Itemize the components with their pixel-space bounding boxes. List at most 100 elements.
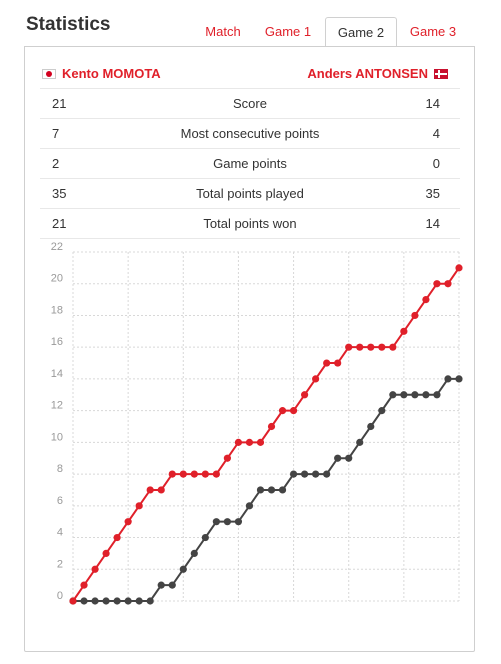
denmark-flag-icon [434, 68, 448, 79]
stat-label: Score [233, 96, 267, 111]
data-point [201, 470, 209, 478]
y-tick-label: 12 [51, 400, 63, 412]
data-point [157, 581, 165, 589]
data-point [135, 502, 143, 510]
data-point [201, 533, 209, 542]
stat-label: Total points played [196, 186, 304, 201]
data-point [345, 343, 353, 351]
stat-left-value: 35 [52, 186, 67, 201]
stat-row: 21 Score 14 [40, 88, 460, 118]
data-point [301, 391, 309, 399]
data-point [124, 518, 132, 526]
tab-match[interactable]: Match [205, 24, 241, 39]
data-point [80, 581, 88, 589]
data-point [455, 264, 463, 272]
data-point [378, 343, 386, 351]
data-point [168, 470, 176, 478]
data-point [389, 343, 397, 351]
y-tick-label: 4 [57, 527, 63, 539]
data-point [102, 597, 110, 605]
y-tick-label: 14 [51, 368, 63, 380]
data-point [334, 359, 342, 367]
data-point [256, 438, 265, 446]
y-tick-label: 18 [51, 304, 63, 316]
data-point [146, 486, 154, 494]
data-point [389, 391, 397, 399]
stat-right-value: 0 [432, 156, 440, 171]
data-point [157, 486, 165, 494]
tab-game-2[interactable]: Game 2 [325, 17, 397, 47]
data-point [234, 518, 243, 526]
data-point [411, 311, 419, 320]
data-point [289, 407, 298, 415]
data-point [278, 407, 287, 415]
stat-row: 2 Game points 0 [40, 148, 460, 178]
data-point [345, 454, 353, 462]
data-point [69, 597, 77, 605]
y-tick-label: 22 [51, 241, 63, 253]
data-point [245, 502, 254, 510]
data-point [422, 391, 430, 399]
japan-flag-icon [42, 68, 56, 79]
data-point [356, 438, 364, 446]
data-point [312, 470, 320, 478]
data-point [223, 518, 231, 526]
series-momota [69, 264, 463, 605]
series-line [73, 377, 459, 602]
data-point [146, 597, 154, 605]
player-left-name: Kento MOMOTA [62, 66, 161, 81]
data-point [179, 565, 187, 573]
y-tick-label: 6 [57, 495, 63, 507]
data-point [444, 280, 452, 288]
data-point [212, 518, 220, 526]
y-tick-label: 0 [57, 590, 63, 602]
data-point [411, 391, 419, 399]
players-header: Kento MOMOTA Anders ANTONSEN [40, 60, 460, 88]
data-point [113, 533, 121, 542]
series-line [72, 267, 460, 602]
data-point [400, 327, 408, 335]
data-point [422, 295, 430, 304]
data-point [433, 391, 441, 399]
data-point [91, 597, 99, 605]
data-point [400, 391, 408, 399]
data-point [367, 343, 375, 351]
data-point [278, 486, 287, 494]
data-point [323, 359, 331, 367]
data-point [289, 470, 298, 478]
tab-game-3[interactable]: Game 3 [409, 24, 457, 39]
data-point [323, 470, 331, 478]
data-point [91, 565, 99, 573]
data-point [190, 549, 198, 558]
stat-row: 21 Total points won 14 [40, 208, 460, 239]
stats-table: 21 Score 14 7 Most consecutive points 4 … [40, 88, 460, 239]
y-tick-label: 20 [51, 273, 63, 285]
data-point [433, 280, 441, 288]
player-left: Kento MOMOTA [42, 66, 161, 81]
stat-right-value: 4 [432, 126, 440, 141]
tab-bar: Match Game 1 Game 2 Game 3 [0, 17, 501, 47]
stat-label: Total points won [203, 216, 297, 231]
stat-left-value: 21 [52, 216, 67, 231]
data-point [301, 470, 309, 478]
data-point [135, 597, 143, 605]
data-point [367, 422, 375, 431]
data-point [378, 407, 386, 415]
y-tick-label: 10 [51, 431, 63, 443]
data-point [212, 470, 220, 478]
data-point [267, 486, 276, 494]
statistics-panel [24, 46, 475, 652]
stat-left-value: 21 [52, 96, 67, 111]
data-point [256, 486, 265, 494]
tab-game-1[interactable]: Game 1 [264, 24, 312, 39]
data-point [312, 375, 320, 383]
data-point [444, 375, 452, 383]
stat-row: 7 Most consecutive points 4 [40, 118, 460, 148]
stat-right-value: 35 [425, 186, 440, 201]
player-right-name: Anders ANTONSEN [307, 66, 428, 81]
y-tick-label: 16 [51, 336, 63, 348]
stat-label: Game points [213, 156, 287, 171]
data-point [267, 422, 276, 431]
data-point [168, 581, 176, 589]
